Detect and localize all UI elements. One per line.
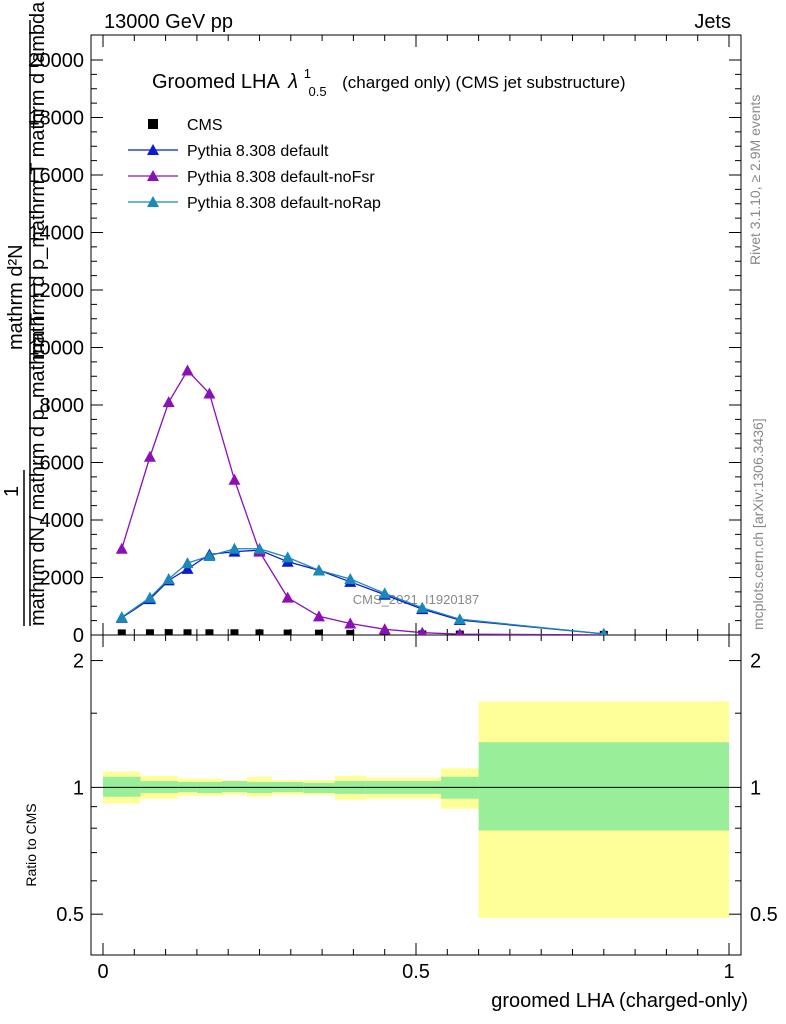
ylabel-den-bottom: mathrm dN / mathrm d p_mathrm T	[27, 313, 49, 626]
ylabel-one: 1	[1, 486, 23, 497]
y-tick-label: 8000	[40, 395, 85, 417]
point-default	[181, 562, 194, 574]
legend-label: Pythia 8.308 default-noRap	[187, 195, 381, 212]
ratio-tick-label-left: 0.5	[56, 904, 84, 926]
ratio-tick-label-left: 2	[73, 651, 84, 673]
point-noRap	[203, 549, 216, 561]
x-tick-label: 1	[723, 961, 734, 983]
ratio-bands	[103, 701, 729, 918]
ratio-tick-label-left: 1	[73, 777, 84, 799]
header-right: Jets	[694, 11, 731, 33]
point-noFsr	[181, 364, 194, 376]
ratio-tick-label-right: 1	[750, 777, 761, 799]
ylabel-ratio: Ratio to CMS	[23, 803, 39, 886]
y-tick-label: 4000	[40, 510, 85, 532]
legend-label: CMS	[187, 117, 223, 134]
point-noFsr	[378, 623, 391, 635]
series-line-noFsr	[121, 369, 604, 635]
point-noRap	[143, 591, 156, 603]
cms-data-point	[283, 629, 292, 635]
cms-data-point	[346, 629, 355, 635]
point-noRap	[599, 627, 608, 635]
title-main: Groomed LHA	[152, 71, 280, 93]
y-tick-label: 0	[73, 625, 84, 647]
mcplots-label: mcplots.cern.ch [arXiv:1306.3436]	[750, 418, 766, 630]
y-tick-label: 14000	[28, 223, 84, 245]
point-noFsr	[312, 610, 325, 622]
legend-marker-cms	[148, 119, 158, 129]
point-noFsr	[281, 591, 294, 603]
plot-title: Groomed LHA λ 1 0.5 (charged only) (CMS …	[152, 61, 626, 101]
point-noFsr	[417, 626, 427, 635]
band-inner	[103, 776, 141, 797]
y-tick-label: 16000	[28, 165, 84, 187]
y-tick-label: 12000	[28, 280, 84, 302]
point-noFsr	[203, 387, 216, 399]
cms-data-point	[314, 629, 323, 635]
ratio-y-ticks: 0.5 0.5 1 1 2 2	[56, 651, 778, 927]
cms-data-point	[255, 629, 264, 635]
legend: CMS Pythia 8.308 default Pythia 8.308 defa…	[128, 117, 381, 212]
point-noFsr	[115, 542, 128, 554]
cms-data-point	[230, 629, 239, 635]
point-noRap	[416, 601, 429, 613]
point-noFsr	[162, 396, 175, 408]
band-inner	[478, 742, 729, 831]
y-tick-label: 10000	[28, 338, 84, 360]
cms-data-point	[164, 629, 173, 635]
point-noFsr	[228, 473, 241, 485]
point-noRap	[378, 587, 391, 599]
title-sup: 1	[304, 66, 311, 81]
legend-marker-noRap	[147, 196, 159, 207]
series-line-default	[121, 549, 604, 635]
point-noFsr	[143, 450, 156, 462]
series-group	[115, 364, 608, 635]
y-axis-label-main: mathrm d²N mathrm d p_mathrm T mathrm d …	[1, 1, 49, 626]
point-noFsr	[344, 617, 357, 629]
series-line-noRap	[121, 548, 604, 635]
title-sub: 0.5	[309, 84, 327, 99]
legend-label: Pythia 8.308 default	[187, 143, 329, 160]
point-noRap	[181, 557, 194, 569]
ratio-tick-label-right: 2	[750, 651, 761, 673]
main-y-ticks: 0 2000 4000 6000 8000 10000 12000 14000 16000 180…	[28, 50, 741, 647]
legend-marker-default	[147, 144, 159, 155]
ratio-tick-label-right: 0.5	[750, 904, 778, 926]
ylabel-num-top: mathrm d²N	[5, 244, 27, 350]
point-noFsr	[456, 628, 464, 635]
point-noRap	[312, 564, 325, 576]
cms-data-point	[183, 629, 192, 635]
legend-label: Pythia 8.308 default-noFsr	[187, 169, 375, 186]
header-left: 13000 GeV pp	[104, 11, 233, 33]
point-noRap	[453, 613, 466, 625]
point-noRap	[253, 542, 266, 554]
y-tick-label: 2000	[40, 568, 85, 590]
x-tick-label: 0	[97, 961, 108, 983]
rivet-label: Rivet 3.1.10, ≥ 2.9M events	[747, 95, 763, 265]
x-axis-label: groomed LHA (charged-only)	[491, 990, 748, 1012]
band-inner	[303, 782, 335, 793]
cms-data-point	[205, 629, 214, 635]
title-lambda: λ	[287, 71, 298, 93]
cms-data-point	[117, 629, 126, 635]
point-noRap	[344, 572, 357, 584]
band-inner	[221, 781, 247, 793]
ylabel-den-top: mathrm d p_mathrm T mathrm d lambda	[27, 1, 49, 360]
y-tick-label: 18000	[28, 108, 84, 130]
point-noRap	[115, 611, 128, 623]
x-tick-label: 0.5	[402, 961, 430, 983]
y-tick-label: 20000	[28, 50, 84, 72]
title-rest: (charged only) (CMS jet substructure)	[342, 73, 625, 92]
cms-data-point	[145, 629, 154, 635]
legend-marker-noFsr	[147, 170, 159, 181]
point-noRap	[228, 542, 241, 554]
point-noRap	[162, 572, 175, 584]
point-noRap	[281, 551, 294, 563]
y-tick-label: 6000	[40, 453, 85, 475]
